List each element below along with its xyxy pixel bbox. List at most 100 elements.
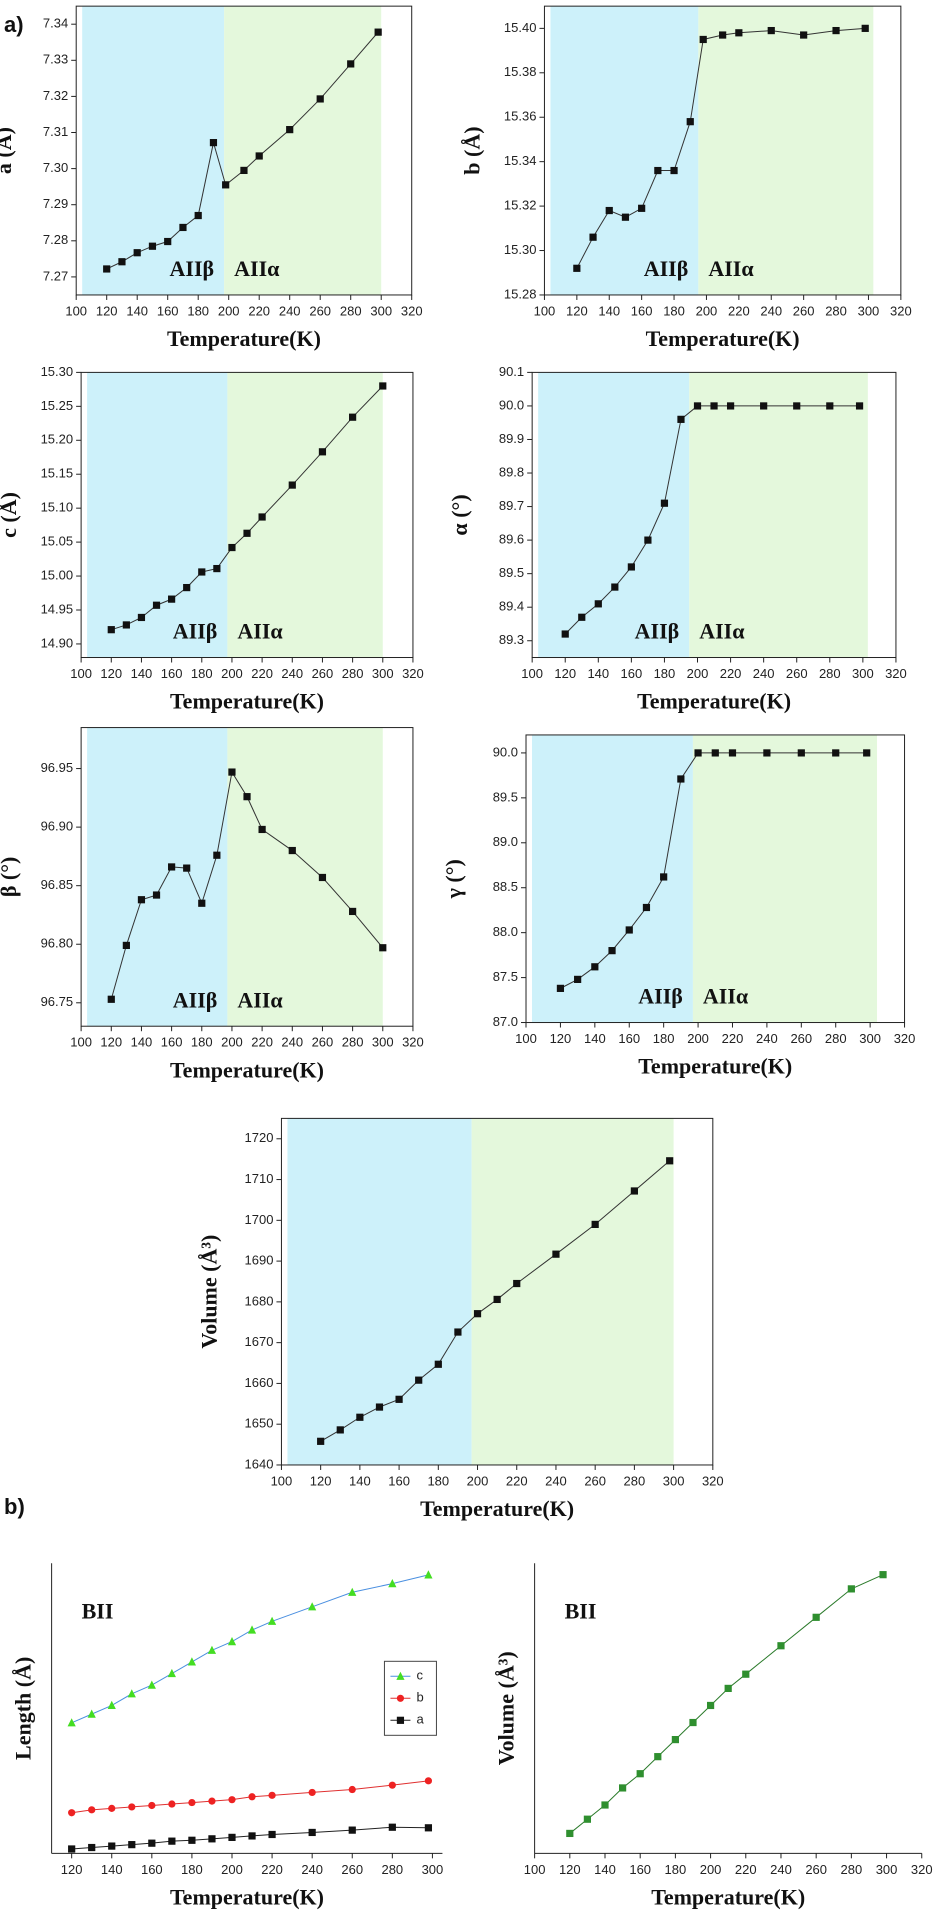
marker [183, 583, 191, 592]
marker [255, 152, 263, 160]
legend-marker [396, 1694, 405, 1702]
x-tick-label: 120 [550, 1031, 572, 1046]
x-tick-label: 120 [559, 1862, 581, 1877]
marker [349, 907, 357, 916]
marker [578, 613, 586, 621]
marker [152, 891, 161, 899]
region-label: AIIβ [635, 619, 680, 644]
x-tick-label: 320 [402, 666, 424, 681]
plot-frame [80, 727, 414, 1027]
x-tick-label: 160 [618, 1031, 640, 1046]
marker [677, 775, 685, 783]
marker [654, 1753, 662, 1761]
marker [379, 944, 387, 952]
marker [247, 1625, 257, 1634]
marker [316, 95, 324, 103]
marker [87, 1709, 96, 1718]
x-axis-label: Temperature(K) [651, 1884, 805, 1909]
x-tick-label: 300 [859, 1031, 881, 1046]
legend-label: b [416, 1690, 423, 1705]
x-tick-label: 220 [248, 303, 270, 318]
marker [621, 213, 630, 221]
marker [424, 1570, 433, 1579]
x-tick-label: 160 [621, 666, 643, 681]
phase-region [227, 727, 383, 1027]
x-tick-label: 100 [70, 666, 92, 681]
x-tick-label: 200 [221, 1862, 243, 1877]
marker [349, 413, 357, 421]
x-tick-label: 220 [251, 1035, 273, 1050]
x-tick-label: 100 [515, 1031, 537, 1046]
x-tick-label: 140 [131, 666, 153, 681]
x-tick-label: 140 [584, 1031, 606, 1046]
y-tick-label: 1710 [245, 1171, 274, 1186]
marker [863, 749, 871, 757]
x-tick-label: 220 [261, 1862, 283, 1877]
x-axis-label: Temperature(K) [646, 326, 800, 351]
marker [147, 1680, 156, 1689]
marker [213, 851, 221, 859]
marker [556, 984, 565, 992]
legend-marker [396, 1716, 405, 1724]
marker [348, 1785, 356, 1794]
region-label: AIIα [234, 256, 280, 281]
x-tick-label: 300 [370, 303, 392, 318]
y-tick-label: 7.27 [43, 268, 68, 283]
y-tick-label: 15.20 [41, 432, 74, 447]
x-axis-label: Temperature(K) [638, 1054, 792, 1079]
y-tick-label: 7.29 [43, 196, 68, 211]
marker [434, 1360, 442, 1368]
phase-region [87, 372, 228, 658]
marker [267, 1616, 277, 1625]
x-tick-label: 180 [654, 666, 676, 681]
marker [168, 595, 176, 603]
y-tick-label: 89.5 [499, 565, 524, 580]
panel-label: a) [4, 12, 24, 37]
plot-frame [543, 5, 902, 296]
marker [605, 206, 613, 215]
marker [103, 265, 111, 273]
y-axis-label: Volume (Å³) [494, 1651, 519, 1765]
x-tick-label: 120 [100, 1035, 122, 1050]
marker [122, 941, 130, 950]
x-tick-label: 160 [161, 1035, 183, 1050]
marker [424, 1824, 433, 1832]
y-tick-label: 89.6 [499, 532, 524, 547]
marker [627, 563, 635, 571]
marker [677, 415, 685, 423]
y-tick-label: 1700 [245, 1212, 274, 1227]
marker [308, 1788, 316, 1797]
marker [248, 1793, 256, 1801]
marker [288, 846, 296, 855]
marker [826, 402, 834, 410]
y-tick-label: 14.90 [41, 635, 74, 650]
region-label: AIIβ [173, 987, 218, 1012]
y-tick-label: 90.1 [499, 364, 524, 379]
marker [638, 204, 646, 212]
y-axis-label: β (°) [0, 857, 21, 898]
marker [240, 166, 248, 175]
marker [832, 26, 840, 35]
x-tick-label: 140 [126, 303, 148, 318]
marker [689, 1718, 697, 1727]
x-tick-label: 280 [624, 1473, 646, 1488]
y-tick-label: 88.0 [493, 924, 518, 939]
y-tick-label: 90.0 [493, 744, 518, 759]
marker [356, 1413, 364, 1421]
x-tick-label: 320 [894, 1031, 916, 1046]
annotation: BII [565, 1598, 597, 1623]
marker [108, 1804, 116, 1812]
marker [288, 481, 296, 489]
x-tick-label: 140 [598, 303, 620, 318]
marker [591, 1220, 599, 1229]
x-tick-label: 200 [696, 303, 718, 318]
x-tick-label: 240 [760, 303, 782, 318]
y-tick-label: 15.15 [41, 466, 74, 481]
x-tick-label: 260 [793, 303, 815, 318]
marker [670, 166, 678, 175]
marker [286, 126, 294, 134]
x-tick-label: 180 [427, 1473, 449, 1488]
x-tick-label: 280 [841, 1862, 863, 1877]
x-axis-label: Temperature(K) [170, 689, 324, 714]
